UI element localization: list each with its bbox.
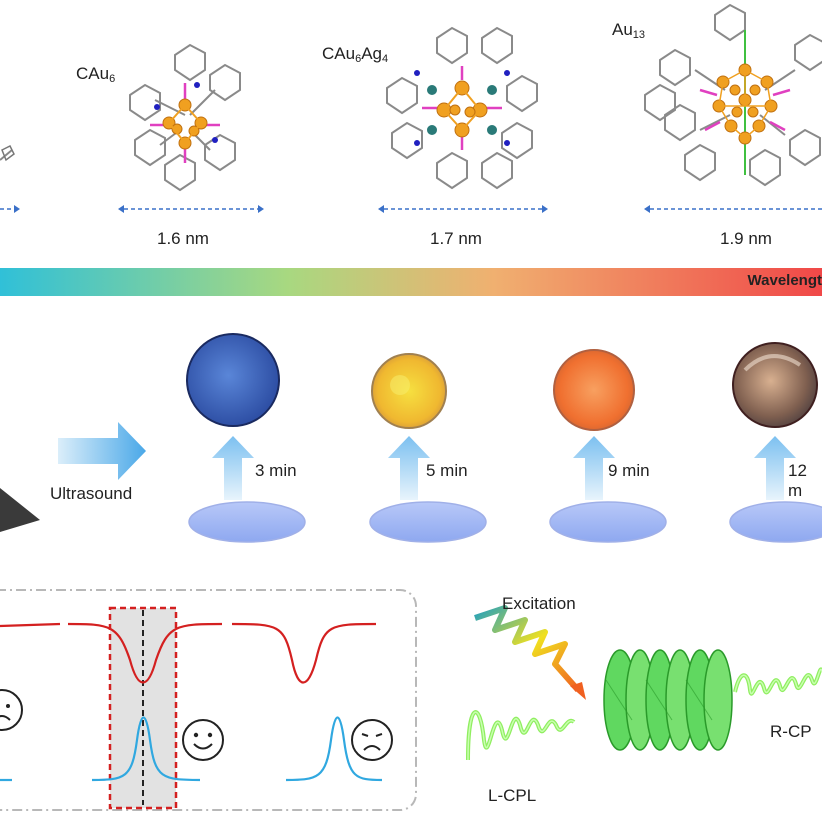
emission-curve-center xyxy=(91,716,201,782)
sad-face-icon xyxy=(0,689,23,731)
film-disc-1 xyxy=(186,333,280,427)
reflection-curve-1 xyxy=(0,622,61,628)
cluster-label-cau6ag4: CAu6Ag4 xyxy=(322,44,389,65)
cluster-label-au13: Au13 xyxy=(612,20,646,41)
spectra-panel-frame xyxy=(0,589,417,811)
left-cpl-label: L-CPL xyxy=(488,786,537,805)
happy-face-icon xyxy=(182,719,224,761)
petri-dish-4 xyxy=(729,501,822,543)
reflection-curve-2 xyxy=(67,622,223,684)
right-cpl-label: R-CP xyxy=(770,722,812,741)
sad-face-icon xyxy=(351,719,393,761)
wavelength-gradient-bar xyxy=(0,268,822,296)
up-arrow-2 xyxy=(388,436,430,500)
size-arrow-cau6ag4 xyxy=(378,205,548,213)
time-label-3: 9 min xyxy=(608,461,650,480)
cluster-cau6-structure xyxy=(129,43,241,192)
petri-dish-2 xyxy=(369,501,487,543)
up-arrow-1 xyxy=(212,436,254,500)
chiral-film-stack xyxy=(603,649,733,751)
up-arrow-3 xyxy=(573,436,615,500)
petri-dish-3 xyxy=(549,501,667,543)
film-disc-4 xyxy=(732,342,818,428)
ultrasound-arrow xyxy=(58,422,146,480)
left-cpl-helix xyxy=(466,710,576,761)
film-disc-2 xyxy=(371,353,447,429)
time-label-1: 3 min xyxy=(255,461,297,480)
substrate-wedge xyxy=(0,488,40,532)
reflection-curve-3 xyxy=(231,622,377,684)
time-label-4: 12 m xyxy=(788,461,807,500)
film-disc-3 xyxy=(553,349,635,431)
cluster-cau6ag4-structure xyxy=(386,26,538,190)
cluster-label-cau6: CAu6 xyxy=(76,64,116,85)
ultrasound-label: Ultrasound xyxy=(50,484,133,503)
excitation-zigzag xyxy=(474,605,586,700)
petri-dish-1 xyxy=(188,501,306,543)
emission-curve-right xyxy=(285,716,383,782)
cluster-partial-left xyxy=(0,144,15,162)
size-arrow-cau6 xyxy=(118,205,264,213)
size-arrow-au13 xyxy=(644,205,822,213)
cluster-size-au13: 1.9 nm xyxy=(720,229,772,248)
up-arrow-4 xyxy=(754,436,796,500)
cluster-size-cau6ag4: 1.7 nm xyxy=(430,229,482,248)
time-label-2: 5 min xyxy=(426,461,468,480)
size-arrow-partial xyxy=(0,205,20,213)
cluster-size-cau6: 1.6 nm xyxy=(157,229,209,248)
cluster-au13-structure xyxy=(644,3,822,187)
right-cpl-helix xyxy=(733,667,822,696)
overlap-box xyxy=(108,606,178,810)
excitation-label: Excitation xyxy=(502,594,576,613)
wavelength-label: Wavelengt xyxy=(747,272,822,289)
